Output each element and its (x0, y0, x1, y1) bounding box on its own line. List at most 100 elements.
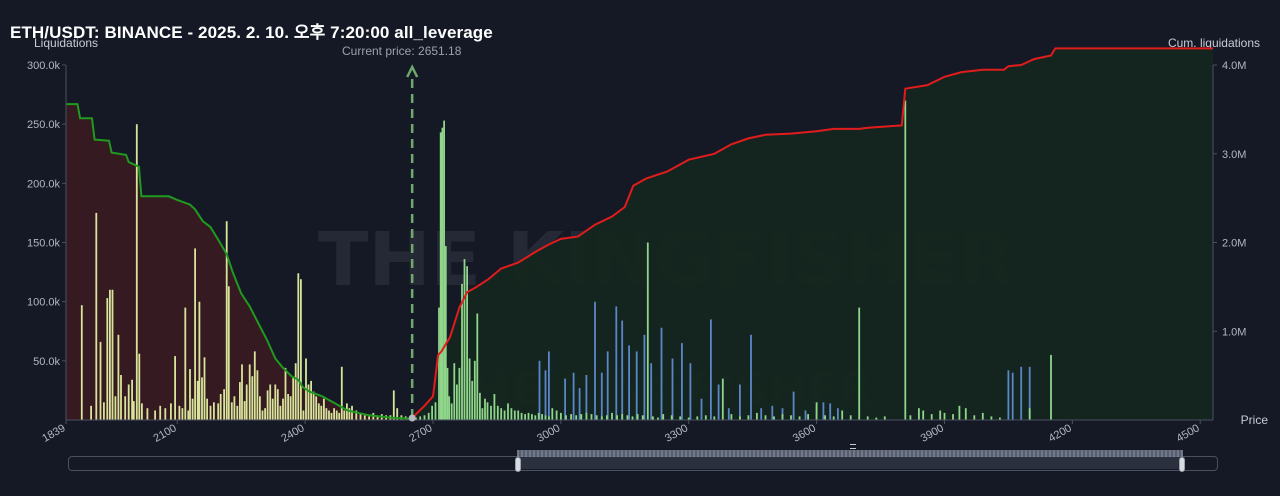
bar-short (849, 415, 852, 420)
bar-short (548, 416, 550, 420)
bar-short (510, 408, 513, 420)
bar-short-blue (643, 334, 646, 420)
bar-short (773, 416, 775, 420)
bar-long (323, 398, 325, 420)
bar-short (438, 307, 440, 420)
bar-short (527, 412, 530, 420)
bar-long (392, 390, 395, 420)
zoom-slider-window-bar[interactable] (516, 444, 1183, 457)
bar-short (841, 410, 844, 420)
bar-long (317, 403, 320, 420)
bar-long (320, 405, 323, 420)
bar-long (325, 408, 328, 420)
bar-long (106, 298, 109, 420)
bar-short-blue (822, 402, 825, 421)
bar-long (363, 415, 366, 420)
bar-short (730, 414, 733, 420)
bar-short (909, 415, 912, 420)
bar-long (330, 412, 333, 420)
bar-long (201, 377, 203, 420)
bar-long (203, 357, 206, 420)
zoom-slider-grip-icon[interactable] (849, 444, 856, 449)
bar-short-blue (628, 345, 630, 420)
bar-short-blue (1011, 372, 1014, 420)
bar-long (114, 396, 117, 420)
bar-short (670, 415, 673, 420)
bar-short-blue (727, 408, 730, 420)
bar-long (340, 366, 343, 421)
bar-short (595, 415, 598, 420)
bar-short (875, 417, 878, 420)
chart-title: ETH/USDT: BINANCE - 2025. 2. 10. 오후 7:20… (10, 23, 493, 42)
bar-long (230, 402, 233, 421)
bar-long (141, 403, 143, 420)
bar-short (431, 405, 433, 420)
x-axis-label: Price (1240, 413, 1268, 427)
x-tick-label: 3600 (791, 422, 818, 445)
bar-long (127, 384, 130, 420)
bar-short-blue (760, 408, 763, 420)
cum-short-line (411, 47, 1213, 421)
bar-short (585, 412, 588, 420)
bar-short-blue (578, 388, 581, 420)
bar-long (346, 403, 348, 420)
bar-short-blue (564, 378, 566, 420)
zoom-slider[interactable] (68, 444, 1218, 472)
x-tick-label: 4200 (1047, 422, 1074, 445)
liquidation-chart[interactable]: THE KINGFISHER io THE KINGFISHER 300.0k2… (0, 0, 1280, 450)
bar-long (359, 414, 362, 420)
bar-long (251, 376, 254, 420)
bar-short (662, 414, 665, 420)
bar-long (109, 289, 111, 420)
bar-short-blue (681, 343, 683, 420)
x-tick-label: 4500 (1175, 422, 1202, 445)
bar-long (253, 351, 256, 420)
bar-short (790, 415, 792, 420)
bar-short (423, 415, 426, 420)
bar-short (713, 416, 716, 420)
cum-long-area (66, 104, 413, 420)
bar-short (580, 414, 583, 420)
bar-short (756, 412, 758, 420)
bar-short (739, 416, 741, 420)
zoom-slider-right-handle[interactable] (1178, 457, 1185, 472)
bar-short-blue (1007, 370, 1010, 420)
bar-long (117, 334, 120, 420)
bar-long (269, 384, 272, 420)
bar-short (443, 120, 445, 420)
bar-short (513, 410, 516, 420)
bar-short (696, 416, 699, 420)
bar-long (99, 341, 102, 420)
bar-long (287, 394, 289, 420)
bar-long (181, 408, 184, 420)
bar-short (456, 384, 458, 420)
bar-short-blue (538, 360, 541, 420)
bar-short-blue (600, 372, 603, 420)
bar-long (328, 410, 330, 420)
bar-long (248, 364, 251, 420)
bar-short (466, 266, 468, 420)
bar-short (964, 408, 967, 420)
bar-short (781, 414, 784, 420)
bar-short (636, 414, 639, 420)
x-tick-label: 2100 (152, 422, 179, 445)
bar-short (952, 414, 954, 420)
bar-short (621, 414, 624, 420)
bar-short (427, 412, 430, 420)
zoom-slider-left-handle[interactable] (514, 457, 521, 472)
bar-long (343, 410, 346, 420)
current-price-arrow-icon (406, 64, 419, 78)
bar-short (490, 405, 492, 420)
bar-short-blue (717, 384, 720, 420)
bar-long (300, 279, 302, 420)
bar-short-blue (829, 403, 832, 420)
bar-short (479, 392, 481, 420)
bar-short (500, 408, 503, 420)
bar-long (294, 363, 297, 420)
bar-long (194, 248, 196, 420)
bar-short (626, 415, 629, 420)
bar-short-blue (689, 363, 692, 420)
bar-long (245, 384, 248, 420)
zoom-slider-window[interactable] (516, 444, 1183, 469)
bar-short (973, 415, 976, 420)
